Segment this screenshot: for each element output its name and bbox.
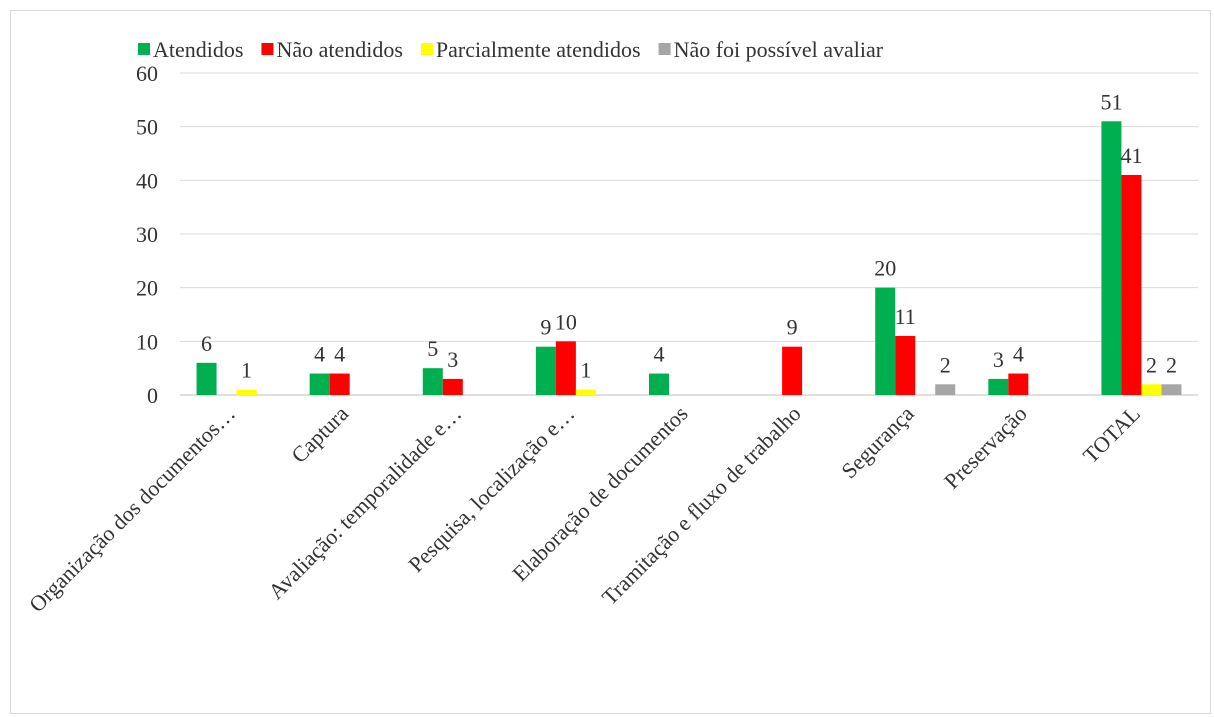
legend-swatch — [261, 43, 274, 55]
bar — [422, 368, 443, 395]
bar — [309, 373, 330, 395]
bar — [1101, 121, 1122, 396]
bar — [329, 373, 350, 395]
legend-swatch — [138, 43, 150, 55]
data-label: 6 — [201, 331, 212, 356]
bar — [649, 373, 669, 395]
data-label: 2 — [940, 352, 951, 377]
bar — [1008, 373, 1029, 395]
y-tick-label: 30 — [136, 222, 158, 247]
y-tick-label: 60 — [136, 61, 158, 86]
chart-border — [10, 10, 1211, 714]
y-tick-label: 40 — [136, 168, 158, 193]
bar — [442, 378, 463, 395]
y-tick-label: 20 — [136, 276, 158, 301]
data-label: 5 — [427, 336, 438, 361]
legend-swatch — [658, 43, 671, 55]
legend-label: Parcialmente atendidos — [436, 37, 641, 62]
bar — [895, 335, 916, 395]
bar — [1121, 174, 1142, 395]
data-label: 1 — [241, 358, 252, 383]
y-tick-label: 50 — [136, 115, 158, 140]
bar — [875, 287, 896, 395]
data-label: 4 — [314, 342, 325, 367]
bar — [196, 362, 217, 395]
data-label: 9 — [540, 315, 551, 340]
data-label: 2 — [1166, 352, 1177, 377]
bar — [575, 389, 596, 395]
bar — [782, 346, 803, 395]
data-label: 1 — [580, 358, 591, 383]
bar — [988, 378, 1009, 395]
legend-swatch — [420, 43, 433, 55]
bar — [236, 389, 257, 395]
legend-label: Atendidos — [153, 37, 243, 62]
data-label: 11 — [895, 304, 916, 329]
data-label: 51 — [1100, 89, 1122, 114]
bar — [935, 384, 956, 395]
data-label: 2 — [1146, 352, 1157, 377]
data-label: 4 — [1013, 342, 1024, 367]
y-tick-label: 10 — [136, 329, 158, 354]
data-label: 9 — [787, 315, 798, 340]
data-label: 4 — [654, 342, 665, 367]
data-label: 20 — [874, 256, 896, 281]
bar — [1141, 384, 1162, 395]
y-tick-label: 0 — [147, 383, 158, 408]
legend-label: Não atendidos — [276, 37, 402, 62]
legend-label: Não foi possível avaliar — [674, 37, 884, 62]
data-label: 10 — [555, 309, 577, 334]
data-label: 41 — [1120, 143, 1142, 168]
data-label: 3 — [447, 347, 458, 372]
data-label: 4 — [334, 342, 345, 367]
bar — [1161, 384, 1182, 395]
bar — [535, 346, 556, 395]
bar — [555, 341, 576, 395]
data-label: 3 — [993, 347, 1004, 372]
